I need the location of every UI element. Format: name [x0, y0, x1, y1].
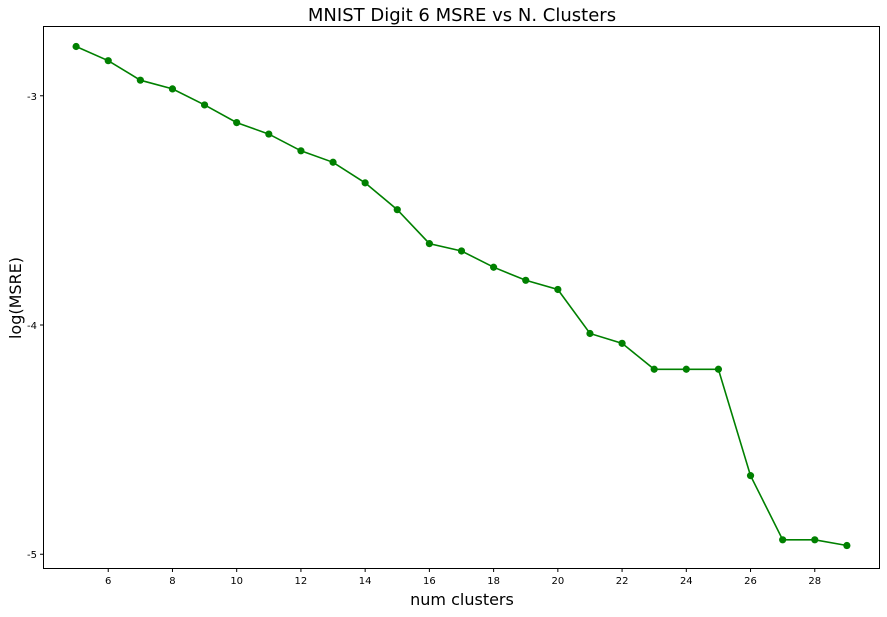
data-point	[233, 118, 241, 127]
series-line	[75, 45, 848, 547]
data-point	[265, 130, 273, 138]
data-point	[457, 247, 466, 255]
x-axis-title: num clusters	[410, 590, 514, 609]
x-tick-label: 26	[744, 576, 757, 587]
x-tick-label: 16	[423, 576, 436, 587]
data-point	[200, 101, 209, 109]
series-layer	[72, 42, 851, 550]
data-point	[843, 541, 851, 550]
data-point	[168, 85, 177, 93]
x-tick-label: 20	[551, 576, 564, 587]
x-tick-label: 10	[230, 576, 243, 587]
data-point	[490, 263, 498, 271]
y-tick-label: -3	[27, 92, 37, 103]
data-point	[329, 158, 337, 166]
x-axis-ticks: 6 8 10 12 14 16 18 20 22 24 26 28	[105, 568, 821, 587]
data-point	[746, 472, 755, 480]
data-point	[393, 206, 401, 214]
data-point	[618, 339, 626, 347]
data-point	[682, 365, 690, 373]
x-tick-label: 18	[487, 576, 500, 587]
data-point	[779, 536, 787, 544]
data-point	[361, 179, 369, 187]
data-point	[650, 365, 658, 373]
x-tick-label: 12	[295, 576, 308, 587]
data-point	[72, 42, 80, 51]
x-tick-label: 22	[616, 576, 629, 587]
data-point	[297, 147, 305, 155]
data-point	[586, 329, 594, 338]
data-point	[104, 57, 112, 65]
plot-frame	[43, 26, 880, 569]
y-axis-ticks: -3 -4 -5	[27, 92, 44, 561]
chart-title: MNIST Digit 6 MSRE vs N. Clusters	[308, 5, 616, 26]
x-tick-label: 28	[808, 576, 821, 587]
data-point	[522, 276, 530, 284]
y-tick-label: -4	[27, 321, 37, 332]
y-tick-label: -5	[27, 550, 37, 561]
x-tick-label: 6	[105, 576, 111, 587]
data-point	[554, 285, 562, 294]
x-tick-label: 14	[359, 576, 372, 587]
data-point	[714, 365, 723, 373]
y-axis-title: log(MSRE)	[6, 257, 25, 339]
data-point	[425, 240, 433, 248]
data-point	[811, 536, 819, 544]
x-tick-label: 8	[169, 576, 175, 587]
data-point	[136, 76, 144, 84]
x-tick-label: 24	[680, 576, 693, 587]
